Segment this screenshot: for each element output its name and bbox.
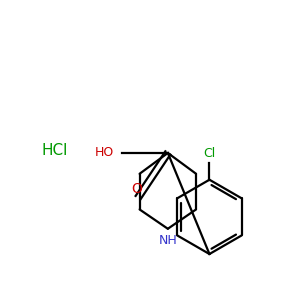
Text: NH: NH	[158, 234, 177, 247]
Text: HCl: HCl	[42, 142, 68, 158]
Text: HO: HO	[95, 146, 114, 160]
Text: Cl: Cl	[203, 147, 216, 161]
Text: O: O	[131, 182, 142, 196]
